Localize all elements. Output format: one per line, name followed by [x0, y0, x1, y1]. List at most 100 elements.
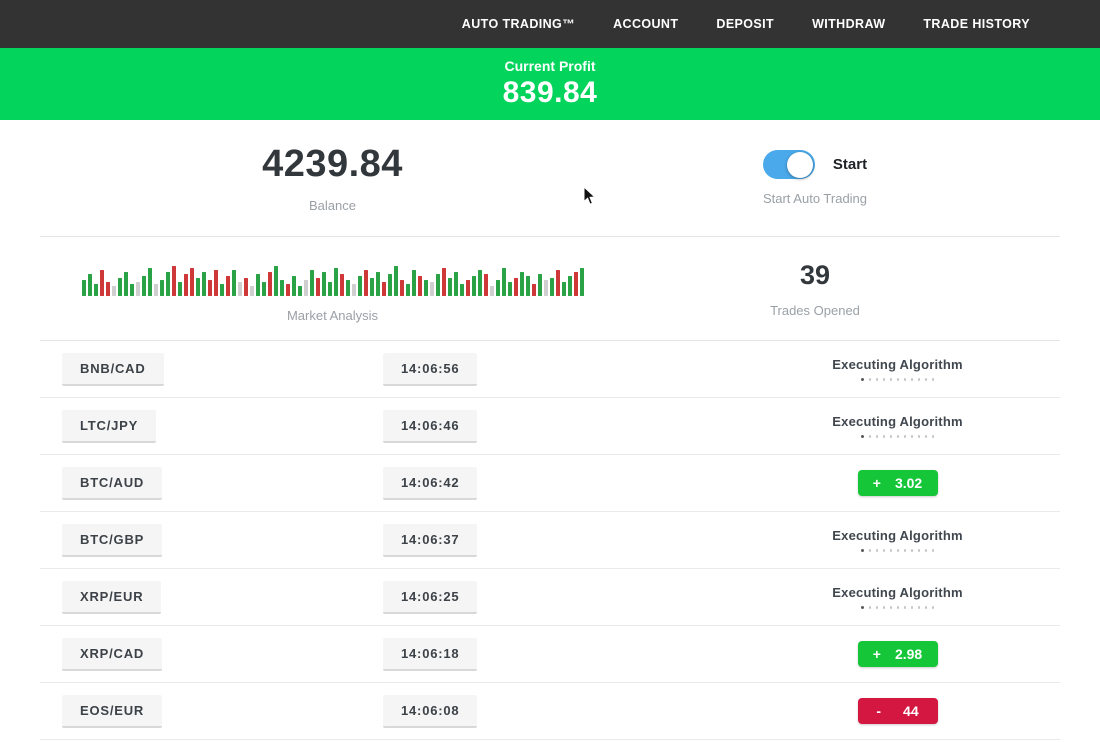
market-bar — [405, 284, 410, 296]
market-bar — [537, 274, 542, 296]
market-bar — [531, 284, 536, 296]
progress-dot — [910, 435, 914, 438]
market-bar — [171, 266, 176, 296]
time-chip: 14:06:25 — [383, 580, 478, 614]
market-bar — [465, 280, 470, 296]
trades-opened-label: Trades Opened — [770, 302, 860, 318]
market-bar — [297, 286, 302, 296]
market-bar — [237, 282, 242, 296]
market-bar — [111, 286, 116, 296]
current-profit-value: 839.84 — [502, 76, 598, 109]
badge-sign: + — [872, 475, 881, 491]
progress-dot — [889, 606, 893, 609]
progress-dot — [931, 378, 935, 381]
market-bar — [135, 282, 140, 296]
executing-algorithm-label: Executing Algorithm — [832, 356, 963, 372]
progress-dot — [924, 606, 928, 609]
pair-chip[interactable]: EOS/EUR — [62, 694, 163, 728]
stats-row-balance: 4239.84 Balance Start Start Auto Trading — [40, 120, 1060, 237]
top-navbar: AUTO TRADING™ ACCOUNT DEPOSIT WITHDRAW TRADE… — [0, 0, 1100, 48]
progress-dot — [924, 435, 928, 438]
stats-row-market: Market Analysis 39 Trades Opened — [40, 237, 1060, 341]
nav-item-account[interactable]: ACCOUNT — [613, 17, 679, 31]
progress-dot — [860, 605, 865, 610]
market-bar — [165, 272, 170, 296]
executing-algorithm-label: Executing Algorithm — [832, 413, 963, 429]
progress-dot — [903, 435, 907, 438]
market-bar — [105, 282, 110, 296]
trades-table: BNB/CAD 14:06:56 Executing Algorithm LTC… — [0, 341, 1100, 740]
time-chip: 14:06:46 — [383, 409, 478, 443]
start-auto-trading-toggle[interactable] — [762, 150, 815, 179]
auto-trading-block: Start Start Auto Trading — [625, 120, 1060, 236]
status-cell: Executing Algorithm — [820, 398, 975, 454]
progress-dot — [917, 435, 921, 438]
executing-algorithm-label: Executing Algorithm — [832, 584, 963, 600]
market-bar — [303, 280, 308, 296]
market-bar — [381, 282, 386, 296]
progress-dot — [868, 378, 872, 381]
market-bar — [513, 278, 518, 296]
progress-dot — [931, 549, 935, 552]
market-analysis-block: Market Analysis — [40, 237, 625, 340]
market-bar — [183, 274, 188, 296]
badge-amount: 44 — [903, 703, 919, 719]
market-bar — [201, 272, 206, 296]
market-bar — [549, 278, 554, 296]
market-bar — [315, 278, 320, 296]
market-bar — [447, 278, 452, 296]
profit-badge: +2.98 — [857, 641, 938, 667]
pair-chip[interactable]: BTC/GBP — [62, 523, 163, 557]
market-bar — [525, 276, 530, 296]
market-bar — [225, 276, 230, 296]
table-row: BTC/GBP 14:06:37 Executing Algorithm — [40, 512, 1060, 569]
nav-item-trade-history[interactable]: TRADE HISTORY — [923, 17, 1030, 31]
table-row: BNB/CAD 14:06:56 Executing Algorithm — [40, 341, 1060, 398]
pair-chip[interactable]: BTC/AUD — [62, 466, 163, 500]
pair-chip[interactable]: XRP/CAD — [62, 637, 163, 671]
market-bar — [369, 278, 374, 296]
market-bar — [471, 276, 476, 296]
progress-dot — [860, 377, 865, 382]
trades-opened-block: 39 Trades Opened — [625, 237, 1060, 340]
market-bar — [273, 266, 278, 296]
time-chip: 14:06:56 — [383, 352, 478, 386]
progress-dot — [875, 606, 879, 609]
market-bar — [153, 284, 158, 296]
balance-value: 4239.84 — [262, 143, 403, 185]
start-auto-trading-label: Start Auto Trading — [762, 191, 868, 206]
market-bar — [285, 284, 290, 296]
nav-item-deposit[interactable]: DEPOSIT — [716, 17, 775, 31]
progress-dot — [917, 549, 921, 552]
market-bar — [99, 270, 104, 296]
progress-dot — [889, 378, 893, 381]
market-bar — [351, 284, 356, 296]
nav-item-withdraw[interactable]: WITHDRAW — [812, 17, 886, 31]
market-bar — [147, 268, 152, 296]
pair-chip[interactable]: BNB/CAD — [62, 352, 164, 386]
table-row: BTC/AUD 14:06:42 +3.02 — [40, 455, 1060, 512]
market-bar — [453, 272, 458, 296]
market-bar — [441, 268, 446, 296]
market-bar — [159, 280, 164, 296]
market-bar — [207, 280, 212, 296]
market-bar — [483, 274, 488, 296]
progress-dot — [868, 606, 872, 609]
badge-amount: 3.02 — [894, 475, 923, 491]
market-bar — [567, 276, 572, 296]
pair-chip[interactable]: XRP/EUR — [62, 580, 162, 614]
market-bar — [573, 272, 578, 296]
market-bar — [345, 280, 350, 296]
market-bar — [519, 272, 524, 296]
progress-dot — [924, 549, 928, 552]
market-bar — [189, 268, 194, 296]
progress-dot — [910, 378, 914, 381]
nav-item-auto-trading[interactable]: AUTO TRADING™ — [461, 17, 576, 31]
market-analysis-label: Market Analysis — [286, 308, 379, 323]
progress-dot — [910, 606, 914, 609]
market-bar — [339, 274, 344, 296]
pair-chip[interactable]: LTC/JPY — [62, 409, 157, 443]
time-chip: 14:06:08 — [383, 694, 478, 728]
market-bar — [243, 278, 248, 296]
badge-amount: 2.98 — [894, 646, 923, 662]
